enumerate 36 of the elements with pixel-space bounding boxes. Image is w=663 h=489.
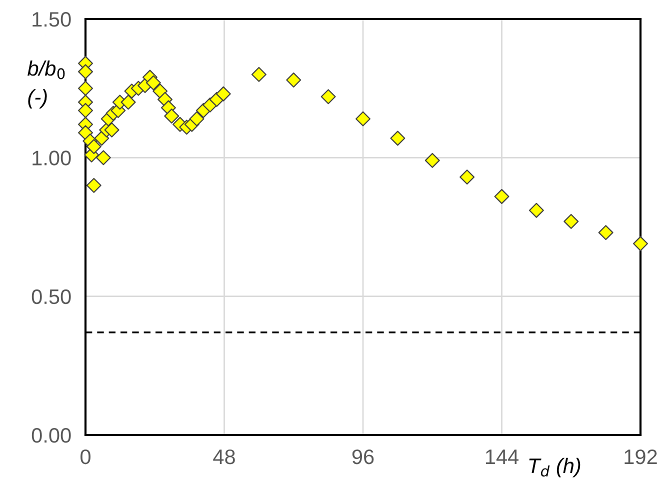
x-tick-label: 96 (352, 449, 374, 464)
point (86, 178, 102, 193)
point (189, 111, 204, 126)
point (104, 122, 120, 138)
point (251, 66, 266, 82)
point (120, 94, 136, 110)
point (78, 80, 93, 96)
point (598, 225, 614, 240)
point (564, 214, 579, 229)
point (78, 103, 93, 118)
x-tick-label: 0 (80, 449, 90, 464)
y-tick-label: 1.50 (32, 12, 71, 27)
x-tick-label: 48 (213, 449, 235, 464)
point (320, 89, 336, 104)
x-tick-label: 192 (624, 449, 657, 464)
y-axis-title: b/b$_{0}$ (-) (28, 60, 65, 108)
point (494, 188, 510, 204)
point (356, 111, 370, 126)
point (528, 202, 544, 218)
y-tick-label: 0.00 (32, 428, 71, 443)
point (633, 236, 648, 252)
point (86, 139, 102, 154)
point (152, 84, 168, 99)
point (460, 170, 475, 185)
point (424, 152, 440, 168)
point (78, 64, 93, 80)
y-tick-label: 0.50 (32, 289, 71, 304)
point (390, 130, 406, 146)
point (164, 108, 180, 124)
x-tick-label: 144 (486, 450, 519, 464)
x-axis-title: T$_{d}$ (h) (529, 458, 580, 478)
y-tick-label: 1.00 (32, 150, 71, 166)
point (96, 150, 111, 166)
point (286, 72, 302, 88)
point (216, 86, 231, 102)
point (146, 75, 161, 90)
